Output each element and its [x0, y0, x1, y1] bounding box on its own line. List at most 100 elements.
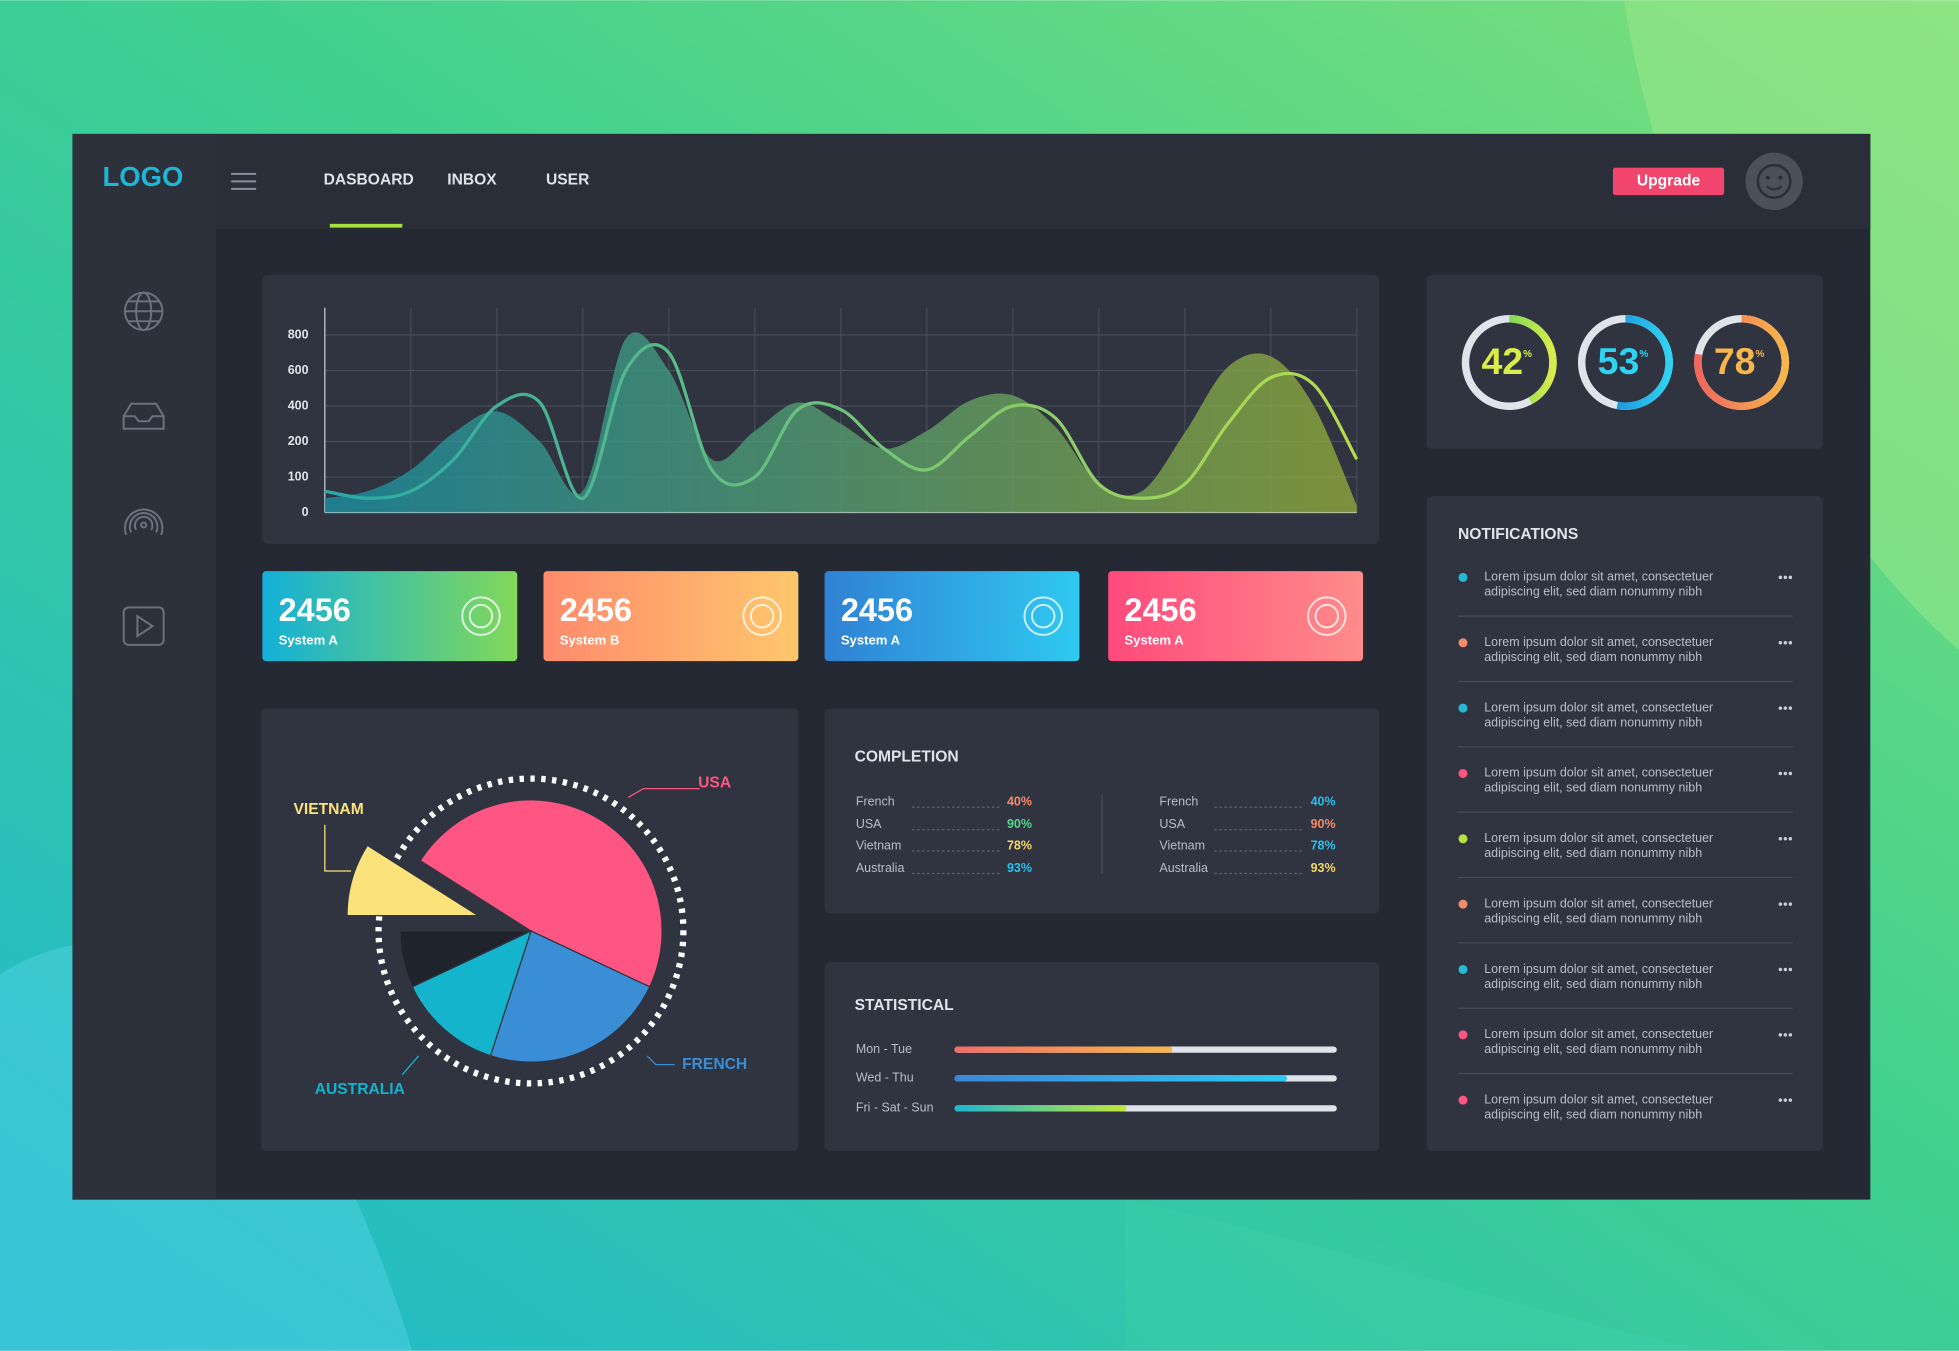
- bar: [954, 1105, 1127, 1112]
- notification-menu[interactable]: [1778, 837, 1793, 841]
- notification-menu[interactable]: [1778, 641, 1793, 645]
- active-tab-underline: [329, 223, 403, 228]
- notification-menu[interactable]: [1778, 1098, 1793, 1102]
- icon-part: [1307, 596, 1347, 636]
- gauge-value: 42: [1481, 340, 1523, 382]
- stat-card: [543, 571, 799, 662]
- menu-dot: [1783, 1098, 1788, 1102]
- line: [324, 343, 1359, 500]
- bar: [954, 1046, 1173, 1053]
- completion-title: COMPLETION: [855, 748, 959, 765]
- notification-menu[interactable]: [1778, 771, 1793, 776]
- notification-text: Lorem ipsum dolor sit amet, consectetuer: [1484, 896, 1713, 910]
- menu-dot: [1788, 706, 1793, 710]
- menu-dot: [1788, 967, 1793, 972]
- upgrade-label[interactable]: Upgrade: [1637, 173, 1701, 190]
- completion-label: Australia: [1159, 861, 1208, 875]
- notification-text: Lorem ipsum dolor sit amet, consectetuer: [1484, 1092, 1713, 1106]
- stat-card: [1108, 571, 1364, 662]
- completion-value: 40%: [1007, 795, 1032, 809]
- icon-part: [136, 614, 155, 639]
- pie-label: AUSTRALIA: [315, 1081, 405, 1098]
- notification-text: Lorem ipsum dolor sit amet, consectetuer: [1484, 831, 1713, 845]
- gauge-label: 42%: [1481, 340, 1532, 382]
- top-bar: [216, 133, 1871, 229]
- statistical-title: STATISTICAL: [855, 997, 955, 1014]
- bar: [954, 1075, 1288, 1082]
- y-tick-label: 200: [288, 434, 309, 448]
- menu-dot: [1778, 641, 1783, 645]
- logo[interactable]: LOGO: [102, 161, 183, 192]
- completion-value: 90%: [1007, 817, 1032, 831]
- menu-dot: [1778, 902, 1783, 906]
- nav-tab[interactable]: INBOX: [447, 171, 497, 188]
- notification-dot: [1458, 1030, 1468, 1040]
- menu-dot: [1783, 902, 1788, 906]
- signal-icon[interactable]: [123, 508, 164, 536]
- pie-label: USA: [698, 775, 731, 792]
- avatar-eye: [1765, 175, 1770, 180]
- menu-dot: [1788, 837, 1793, 841]
- bg-blob: [1124, 1199, 1750, 1351]
- gauge-arc: [1509, 315, 1557, 405]
- gauge-arc: [1694, 315, 1790, 411]
- menu-dot: [1783, 641, 1788, 645]
- icon-part: [1023, 596, 1063, 636]
- video-icon[interactable]: [122, 606, 165, 646]
- completion-label: Australia: [856, 861, 905, 875]
- notifications-title: NOTIFICATIONS: [1458, 526, 1578, 543]
- menu-icon[interactable]: [231, 172, 257, 190]
- stat-card-label: System A: [1124, 633, 1184, 648]
- completion-label: USA: [1159, 817, 1185, 831]
- nav-tab[interactable]: DASBOARD: [324, 171, 414, 188]
- gauge-label: 78%: [1714, 340, 1765, 382]
- completion-label: French: [1159, 795, 1198, 809]
- upgrade-button[interactable]: [1612, 167, 1725, 196]
- notification-text: adipiscing elit, sed diam nonummy nibh: [1484, 1107, 1702, 1121]
- avatar[interactable]: [1745, 152, 1803, 211]
- completion-label: Vietnam: [1159, 838, 1205, 852]
- menu-dot: [1788, 771, 1793, 776]
- stat-card: [262, 571, 518, 662]
- stat-card-label: System A: [841, 633, 901, 648]
- gauge-value: 78: [1714, 340, 1756, 382]
- statistical-panel: [824, 962, 1380, 1151]
- globe-icon[interactable]: [123, 291, 164, 332]
- notification-text: adipiscing elit, sed diam nonummy nibh: [1484, 977, 1702, 991]
- avatar-eye: [1778, 175, 1783, 180]
- stat-card-icon: [1023, 596, 1063, 636]
- notification-menu[interactable]: [1778, 967, 1793, 972]
- nav-tab[interactable]: USER: [546, 171, 589, 188]
- notification-text: adipiscing elit, sed diam nonummy nibh: [1484, 715, 1702, 729]
- inbox-icon[interactable]: [122, 402, 165, 430]
- pie-leader: [646, 1055, 675, 1066]
- stat-card-value: 2456: [279, 592, 351, 628]
- area: [324, 332, 1357, 513]
- avatar-face: [1756, 163, 1792, 199]
- sidebar-icons: [122, 291, 165, 646]
- notification-text: Lorem ipsum dolor sit amet, consectetuer: [1484, 700, 1713, 714]
- notification-menu[interactable]: [1778, 1033, 1793, 1037]
- completion-label: Vietnam: [856, 838, 902, 852]
- y-tick-label: 0: [302, 505, 309, 519]
- y-tick-label: 800: [288, 327, 309, 341]
- y-tick-label: 400: [288, 398, 309, 412]
- icon-part: [461, 596, 501, 636]
- y-tick-label: 600: [288, 363, 309, 377]
- notification-menu[interactable]: [1778, 902, 1793, 906]
- menu-dot: [1778, 837, 1783, 841]
- bar-label: Wed - Thu: [856, 1071, 914, 1085]
- gauge-unit: %: [1639, 348, 1648, 359]
- notification-menu[interactable]: [1778, 575, 1793, 580]
- pie-slice: [346, 844, 481, 917]
- notification-menu[interactable]: [1778, 706, 1793, 710]
- notification-text: Lorem ipsum dolor sit amet, consectetuer: [1484, 570, 1713, 584]
- menu-dot: [1788, 1098, 1793, 1102]
- completion-value: 93%: [1311, 861, 1336, 875]
- gauge-arc: [1616, 315, 1673, 410]
- gauge-value: 53: [1598, 340, 1640, 382]
- completion-label: French: [856, 795, 895, 809]
- icon-part: [749, 603, 775, 629]
